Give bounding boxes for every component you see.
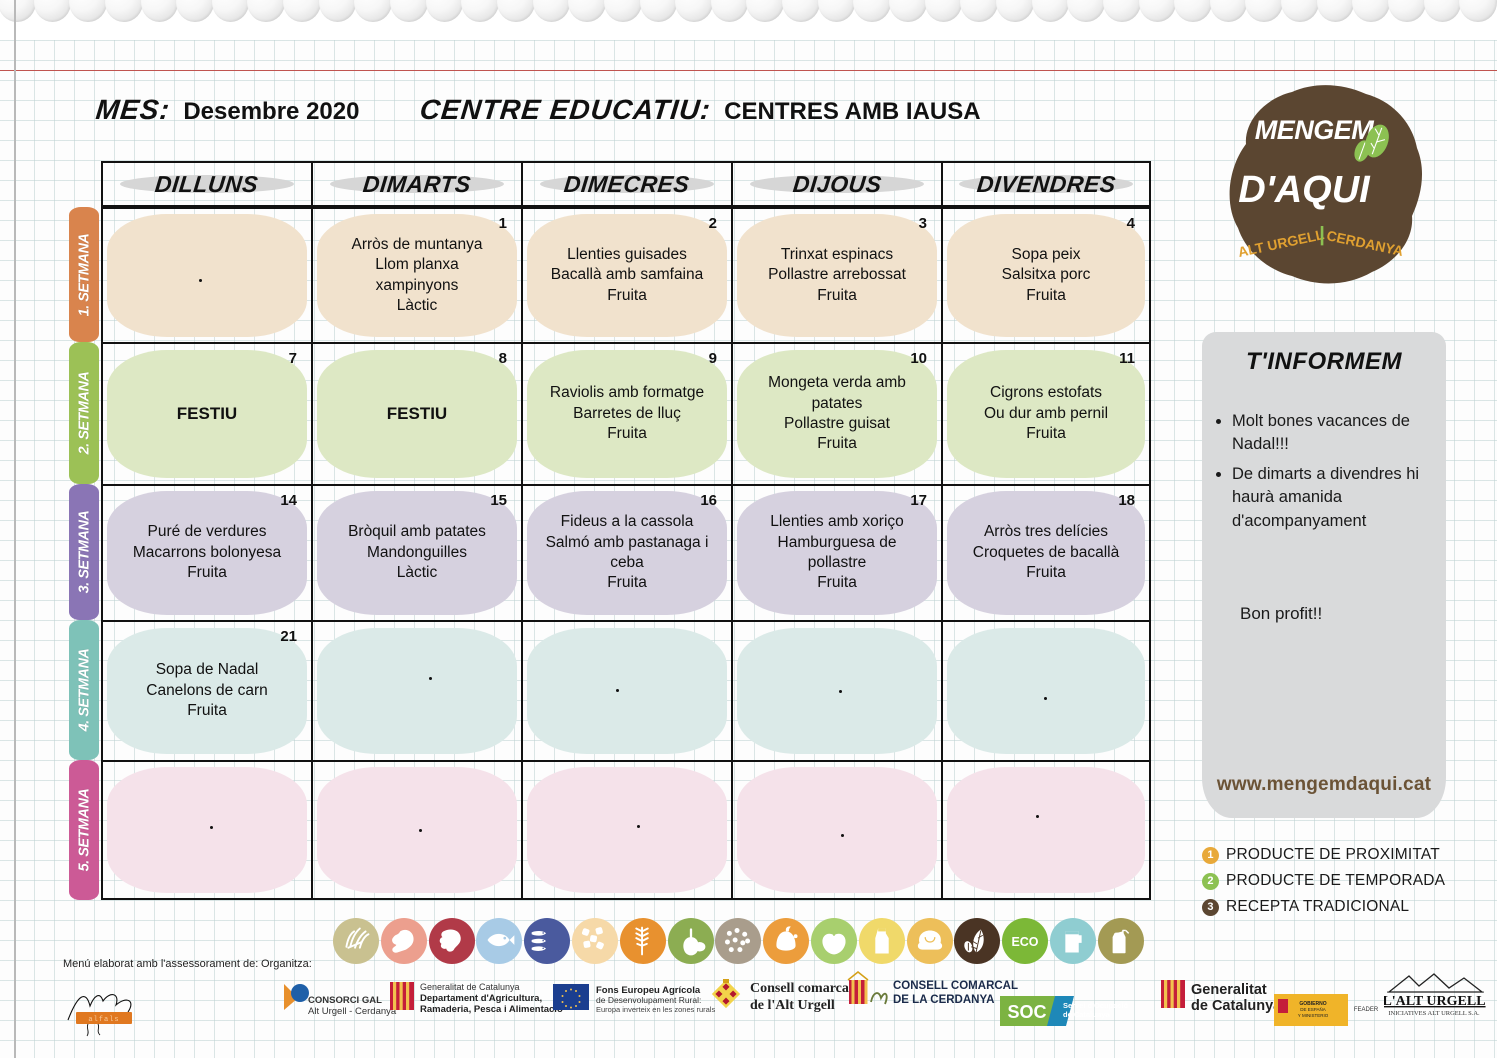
svg-text:Europa inverteix en les zones: Europa inverteix en les zones rurals <box>596 1005 715 1014</box>
svg-text:Ramaderia, Pesca i Alimentació: Ramaderia, Pesca i Alimentació <box>420 1004 563 1015</box>
svg-text:Departament d'Agricultura,: Departament d'Agricultura, <box>420 993 542 1004</box>
svg-text:CONSELL COMARCAL: CONSELL COMARCAL <box>893 980 1018 992</box>
svg-text:Generalitat: Generalitat <box>1191 982 1267 998</box>
svg-text:de Catalunya: de Catalunya <box>1063 1010 1111 1019</box>
svg-text:Consell comarcal: Consell comarcal <box>750 981 853 996</box>
svg-text:de l'Alt Urgell: de l'Alt Urgell <box>750 998 835 1013</box>
svg-text:ECO: ECO <box>1012 935 1039 949</box>
svg-text:DE LA CERDANYA: DE LA CERDANYA <box>893 994 994 1006</box>
svg-text:Alt Urgell - Cerdanya: Alt Urgell - Cerdanya <box>308 1006 397 1017</box>
svg-text:alfals: alfals <box>88 1016 119 1024</box>
svg-text:de Catalunya: de Catalunya <box>1191 998 1282 1014</box>
svg-text:SOC: SOC <box>1007 1002 1046 1022</box>
svg-text:MENGEM: MENGEM <box>1255 115 1375 145</box>
svg-text:FEADER: FEADER <box>1354 1007 1379 1013</box>
svg-text:Servei d'Ocupació: Servei d'Ocupació <box>1063 1001 1129 1010</box>
svg-text:L'ALT URGELL: L'ALT URGELL <box>1384 994 1486 1009</box>
svg-text:|: | <box>1319 224 1325 246</box>
svg-text:de Desenvolupament Rural:: de Desenvolupament Rural: <box>596 995 701 1005</box>
svg-text:D'AQUI: D'AQUI <box>1238 169 1371 211</box>
svg-text:INICIATIVES ALT URGELL S.A.: INICIATIVES ALT URGELL S.A. <box>1388 1010 1480 1017</box>
svg-text:DE ESPAÑA: DE ESPAÑA <box>1300 1006 1325 1012</box>
svg-text:Generalitat de Catalunya: Generalitat de Catalunya <box>420 982 520 992</box>
svg-text:CONSORCI GAL: CONSORCI GAL <box>308 995 382 1006</box>
svg-text:Y MINISTERIO: Y MINISTERIO <box>1298 1013 1329 1018</box>
